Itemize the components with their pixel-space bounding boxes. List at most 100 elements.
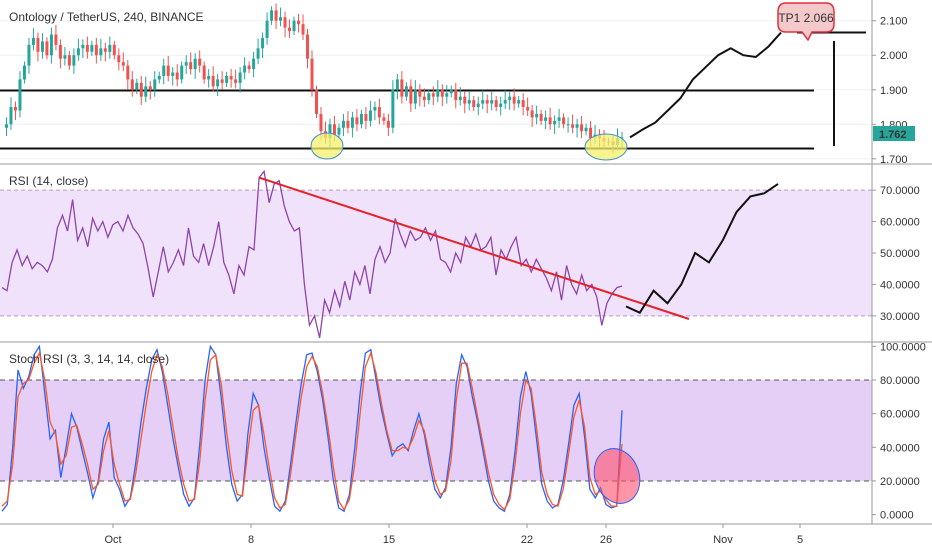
time-tick-label: 15: [383, 534, 395, 546]
candle-body: [368, 110, 372, 121]
stoch-axis-tick-label: 40.0000: [880, 442, 920, 454]
time-axis: Oct 8 15 22 26 Nov 5: [104, 524, 803, 546]
candle-body: [328, 124, 332, 139]
candle-body: [99, 48, 103, 56]
rsi-axis-tick-label: 70.0000: [880, 185, 920, 197]
candle-body: [355, 117, 359, 125]
candle-body: [108, 44, 112, 52]
candle-body: [553, 120, 557, 125]
candle-body: [180, 65, 184, 80]
candle-body: [418, 89, 422, 97]
price-axis-tick-label: 1.700: [880, 154, 908, 166]
time-tick-label: Oct: [104, 534, 121, 546]
candle-body: [63, 55, 67, 59]
candle-body: [90, 44, 94, 52]
candle-body: [562, 117, 566, 125]
candle-body: [85, 44, 89, 52]
candle-body: [252, 58, 256, 70]
candle-body: [373, 107, 377, 111]
candle-body: [557, 117, 561, 121]
candle-body: [135, 82, 139, 90]
candle-body: [292, 20, 296, 32]
candle-body: [409, 86, 413, 104]
candle-body: [306, 34, 310, 59]
target-callout-bubble: [777, 2, 835, 42]
candle-body: [472, 100, 476, 108]
stoch-axis-tick-label: 0.0000: [880, 510, 914, 522]
candle-body: [27, 44, 31, 66]
candle-body: [189, 62, 193, 70]
candle-body: [9, 107, 13, 125]
stoch-axis-tick-label: 80.0000: [880, 375, 920, 387]
stoch-pane-title: Stoch RSI (3, 3, 14, 14, close): [9, 352, 169, 366]
candle-body: [162, 65, 166, 76]
candle-body: [270, 10, 274, 21]
price-pane-title: Ontology / TetherUS, 240, BINANCE: [9, 10, 204, 24]
candle-body: [76, 48, 80, 56]
time-tick-label: 22: [521, 534, 533, 546]
candle-body: [13, 107, 17, 111]
candle-body: [166, 65, 170, 76]
candle-body: [382, 117, 386, 121]
candle-body: [18, 79, 22, 111]
stoch-band: [0, 380, 872, 481]
candle-body: [283, 17, 287, 28]
candle-body: [445, 93, 449, 97]
candle-body: [157, 75, 161, 80]
last-price-box: [873, 126, 915, 141]
candle-body: [184, 62, 188, 66]
stoch-axis-tick-label: 60.0000: [880, 409, 920, 421]
candle-body: [54, 34, 58, 45]
candle-body: [400, 79, 404, 97]
candle-body: [589, 127, 593, 139]
candle-body: [22, 65, 26, 80]
rsi-axis-tick-label: 40.0000: [880, 279, 920, 291]
candle-body: [193, 58, 197, 70]
support-highlight-ellipse-left: [310, 132, 344, 160]
candle-body: [153, 79, 157, 90]
candle-body: [117, 55, 121, 63]
candle-body: [481, 100, 485, 104]
candle-body: [521, 100, 525, 108]
candle-body: [49, 34, 53, 56]
candle-body: [234, 79, 238, 83]
candle-body: [463, 96, 467, 104]
candle-body: [436, 89, 440, 97]
rsi-axis-tick-label: 60.0000: [880, 217, 920, 229]
rsi-band: [0, 190, 872, 316]
last-price-label: 1.762: [879, 129, 907, 141]
rsi-pane-title: RSI (14, close): [9, 174, 88, 188]
candle-body: [265, 20, 269, 38]
candle-body: [395, 79, 399, 90]
candle-body: [94, 44, 98, 56]
candle-body: [211, 75, 215, 87]
candle-body: [449, 89, 453, 94]
candle-body: [103, 48, 107, 52]
price-forecast-path: [629, 31, 782, 139]
rsi-pane: RSI (14, close): [0, 169, 872, 339]
candle-body: [341, 120, 345, 128]
candle-body: [58, 44, 62, 59]
candle-body: [121, 62, 125, 66]
last-price-marker: 1.762: [873, 126, 915, 141]
candle-body: [112, 44, 116, 56]
candle-body: [346, 120, 350, 128]
candle-body: [220, 79, 224, 83]
candle-body: [548, 117, 552, 125]
rsi-forecast-path: [625, 183, 779, 314]
candle-body: [431, 93, 435, 97]
candle-body: [620, 137, 624, 139]
candle-body: [216, 79, 220, 87]
candle-body: [575, 124, 579, 128]
time-tick-label: Nov: [713, 534, 733, 546]
candle-body: [530, 110, 534, 118]
rsi-trendline: [258, 176, 690, 320]
candle-body: [580, 124, 584, 132]
candle-body: [517, 100, 521, 104]
stoch-highlight-ellipse: [593, 448, 641, 504]
candle-body: [274, 10, 278, 21]
candle-body: [440, 89, 444, 97]
candle-body: [279, 17, 283, 21]
candle-body: [81, 44, 85, 49]
candle-body: [301, 24, 305, 35]
